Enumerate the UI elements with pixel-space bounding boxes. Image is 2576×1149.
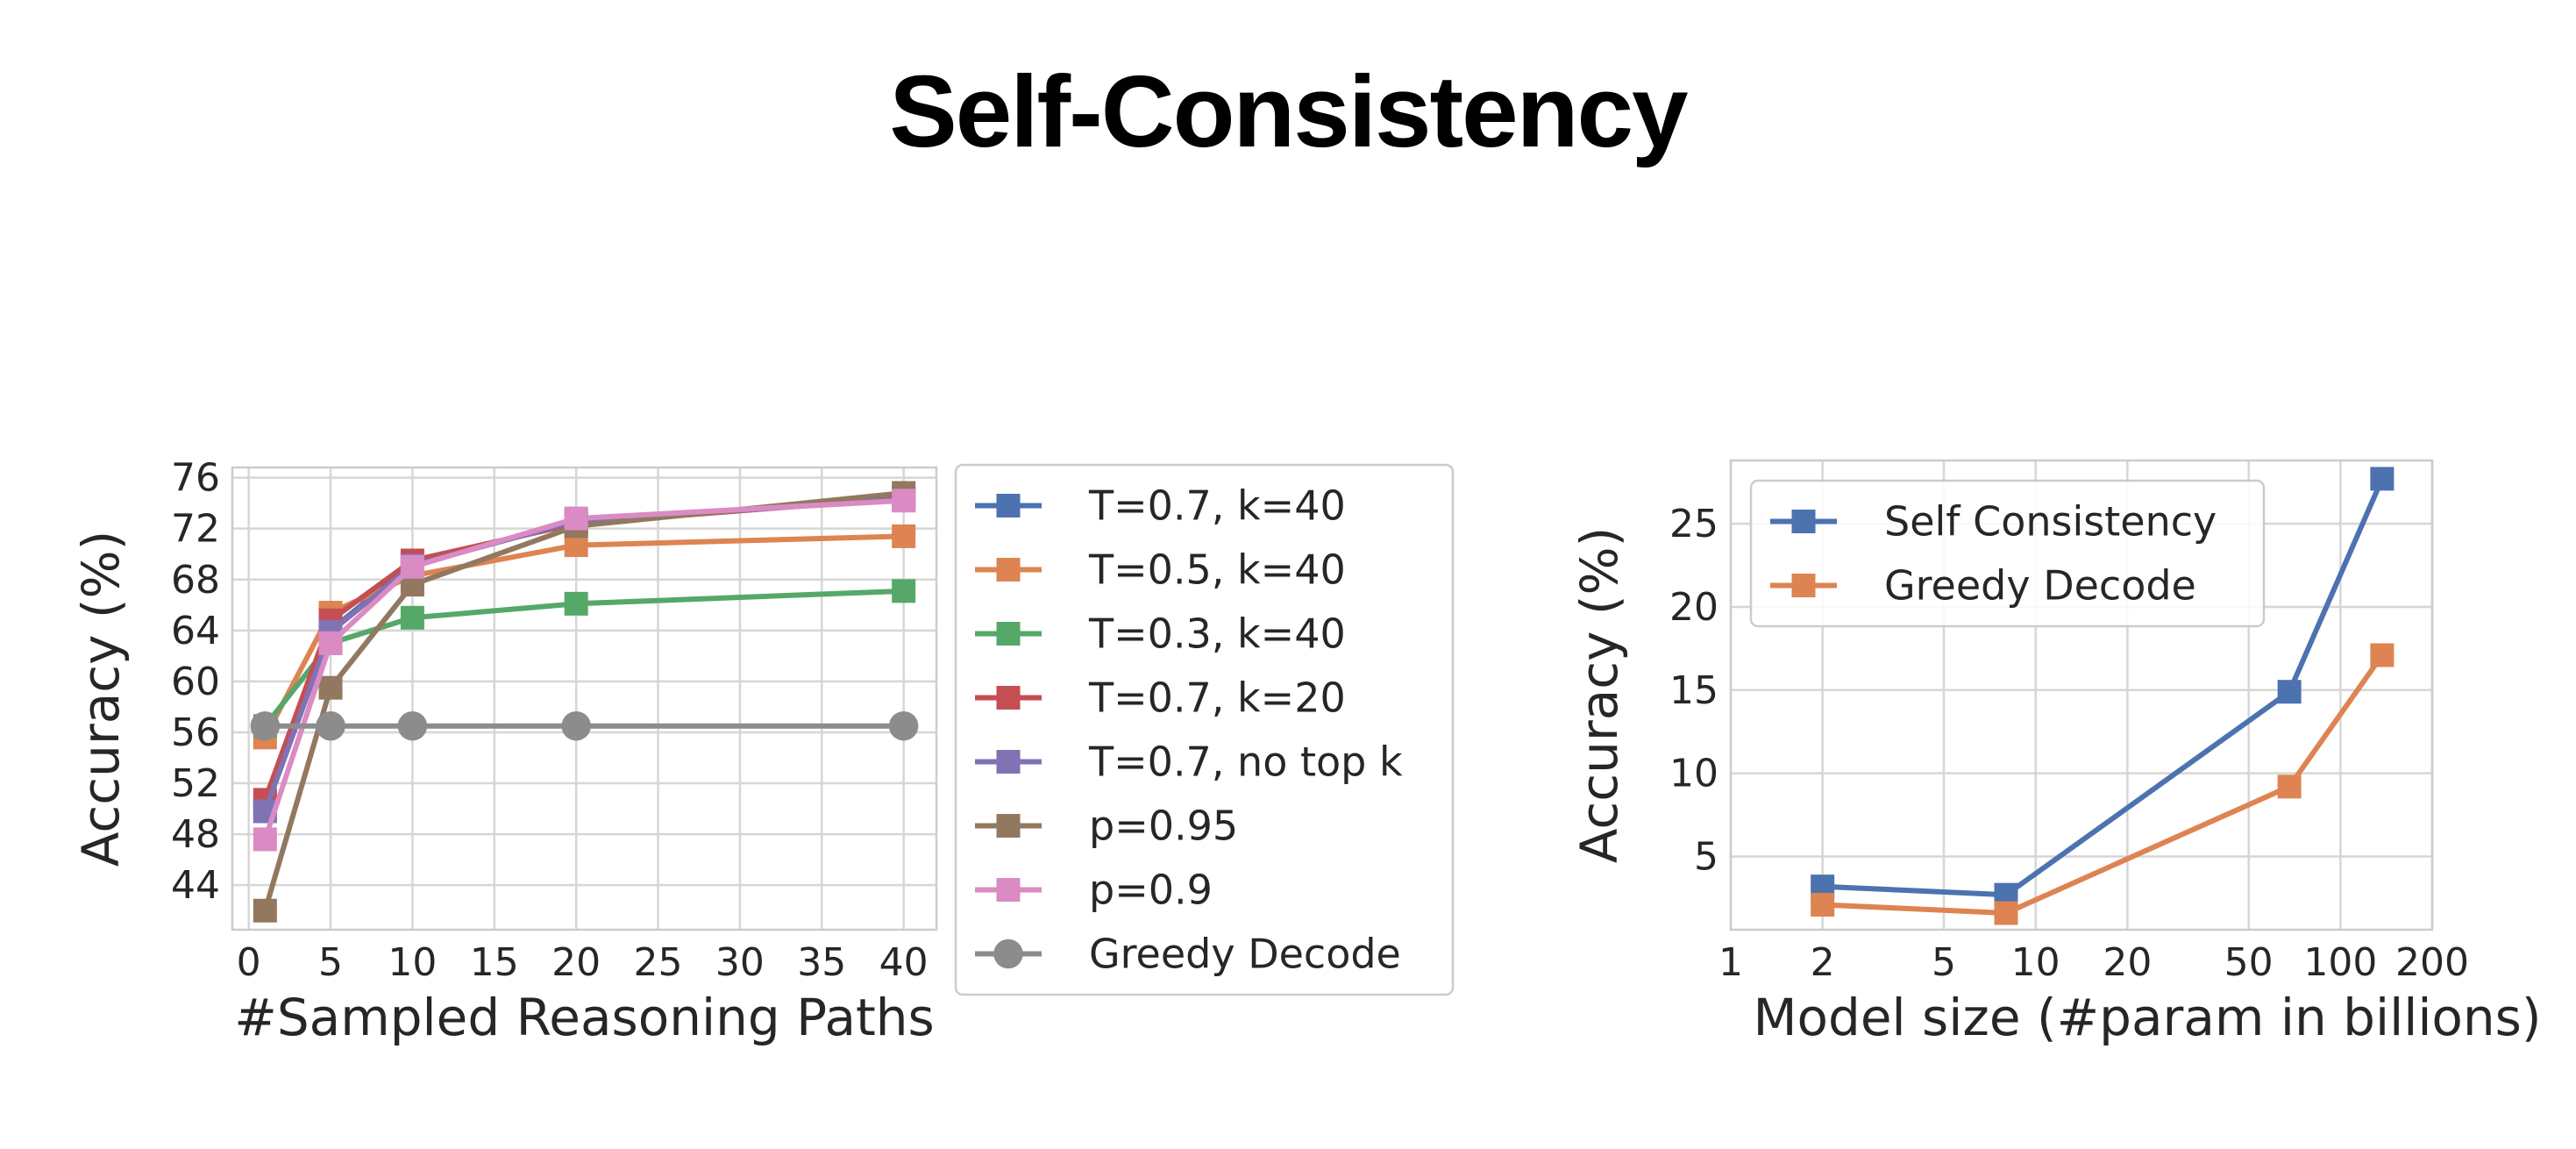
legend-marker — [996, 750, 1021, 774]
y-tick-label: 64 — [171, 609, 220, 653]
y-tick-label: 72 — [171, 507, 220, 552]
legend: Self Consistency Greedy Decode — [1749, 479, 2266, 628]
y-tick-label: 52 — [171, 761, 220, 806]
data-point — [2370, 467, 2395, 491]
data-point — [892, 579, 916, 603]
legend-entry: T=0.3, k=40 — [1088, 610, 1346, 658]
legend-box — [1749, 479, 2266, 628]
y-tick-label: 48 — [171, 812, 220, 857]
y-tick-label: 10 — [1669, 752, 1719, 796]
x-tick-label: 5 — [318, 940, 343, 985]
x-tick-label: 10 — [388, 940, 437, 985]
y-axis-label: Accuracy (%) — [71, 531, 131, 867]
data-point — [892, 524, 916, 548]
data-point — [250, 710, 281, 741]
legend-entry: T=0.5, k=40 — [1088, 546, 1346, 594]
plot-frame — [1729, 459, 2434, 931]
y-tick-label: 60 — [171, 660, 220, 704]
data-point — [253, 898, 277, 923]
legend-entry: T=0.7, k=40 — [1088, 482, 1346, 530]
legend-marker — [996, 686, 1021, 710]
x-tick-label: 35 — [797, 940, 846, 985]
series-greedy-decode — [1811, 643, 2395, 925]
legend-marker — [993, 938, 1023, 969]
x-tick-label: 15 — [470, 940, 519, 985]
chart-sampled-paths: 0 5 10 15 20 25 30 35 40 44 48 52 56 60 64 68 72 76 #Sampl… — [71, 456, 1455, 1047]
x-tick-label: 25 — [634, 940, 683, 985]
legend-box — [954, 463, 1455, 996]
series-line — [1822, 477, 2385, 898]
legend-entry: T=0.7, k=20 — [1088, 674, 1346, 722]
data-point — [316, 710, 345, 741]
data-point — [564, 506, 588, 531]
series-line — [262, 533, 904, 739]
x-tick-label: 30 — [715, 940, 765, 985]
plot-frame — [231, 466, 938, 931]
x-tick-label: 0 — [237, 940, 261, 985]
x-tick-label: 20 — [2103, 940, 2152, 985]
series-p-0-9 — [253, 489, 916, 852]
legend-entry: Self Consistency — [1884, 498, 2217, 546]
data-point — [1994, 901, 2018, 925]
legend-marker — [1791, 510, 1816, 533]
legend-entry: Greedy Decode — [1884, 562, 2196, 610]
legend-marker — [996, 814, 1021, 838]
legend-entry: p=0.9 — [1089, 867, 1213, 914]
slide-title: Self-Consistency — [889, 54, 1688, 168]
y-tick-label: 68 — [171, 558, 220, 603]
y-tick-label: 5 — [1694, 835, 1719, 880]
data-point — [564, 591, 588, 616]
y-tick-label: 20 — [1669, 585, 1719, 630]
data-point — [2277, 680, 2302, 704]
data-point — [318, 675, 343, 700]
legend-entry: p=0.95 — [1089, 803, 1238, 850]
data-point — [2370, 643, 2395, 667]
data-point — [888, 710, 919, 741]
data-point — [2277, 774, 2302, 799]
legend-marker — [996, 494, 1021, 517]
x-tick-label: 100 — [2303, 940, 2377, 985]
x-axis-label: #Sampled Reasoning Paths — [234, 988, 934, 1047]
legend-entry: T=0.7, no top k — [1088, 739, 1403, 786]
data-point — [400, 605, 424, 630]
x-tick-label: 50 — [2224, 940, 2274, 985]
x-tick-label: 200 — [2395, 940, 2469, 985]
data-point — [561, 710, 591, 741]
y-tick-label: 44 — [171, 863, 220, 908]
y-tick-label: 15 — [1669, 668, 1719, 713]
x-tick-label: 10 — [2011, 940, 2060, 985]
y-tick-label: 76 — [171, 456, 220, 501]
legend-marker — [996, 622, 1021, 646]
data-point — [318, 631, 343, 655]
data-point — [400, 554, 424, 579]
series-greedy-decode — [250, 710, 919, 741]
x-axis-label: Model size (#param in billions) — [1753, 988, 2541, 1047]
data-point — [1811, 893, 1835, 917]
x-tick-label: 1 — [1719, 940, 1743, 985]
legend-marker — [996, 558, 1021, 582]
y-tick-label: 56 — [171, 710, 220, 755]
series-line — [1822, 653, 2385, 916]
x-tick-label: 40 — [879, 940, 929, 985]
x-tick-label: 2 — [1811, 940, 1835, 985]
legend: T=0.7, k=40 T=0.5, k=40 T=0.3, k=40 T=0.7, … — [954, 463, 1455, 996]
legend-marker — [1791, 574, 1816, 597]
y-axis-label: Accuracy (%) — [1569, 527, 1629, 864]
legend-marker — [996, 878, 1021, 902]
x-tick-label: 20 — [551, 940, 601, 985]
data-point — [397, 710, 428, 741]
legend-entry: Greedy Decode — [1089, 931, 1401, 978]
x-tick-label: 5 — [1932, 940, 1956, 985]
data-point — [892, 489, 916, 513]
data-point — [253, 827, 277, 852]
y-tick-label: 25 — [1669, 502, 1719, 546]
